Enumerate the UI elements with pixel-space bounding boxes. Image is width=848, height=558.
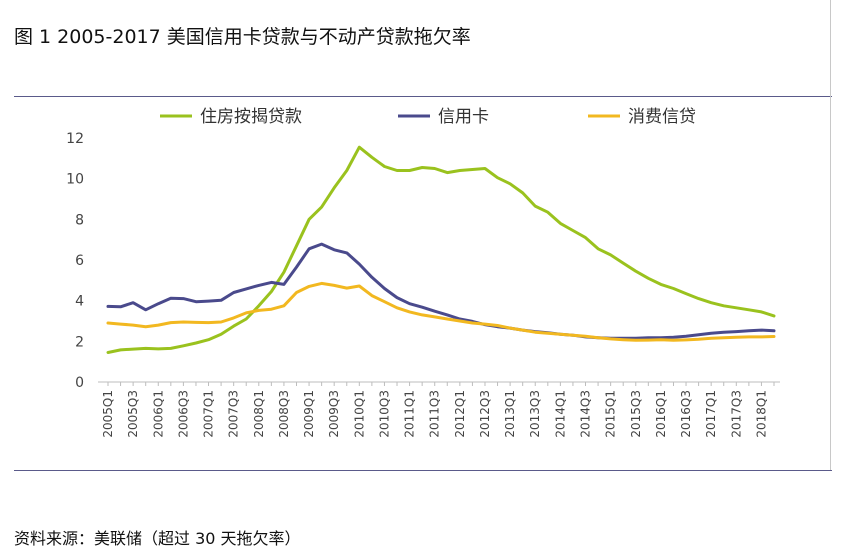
x-tick-label: 2016Q3 — [679, 390, 693, 438]
x-tick-label: 2012Q3 — [478, 390, 492, 438]
legend-label-1: 住房按揭贷款 — [200, 107, 302, 127]
figure-title: 图 1 2005-2017 美国信用卡贷款与不动产贷款拖欠率 — [14, 26, 471, 48]
y-tick-label: 10 — [66, 172, 84, 188]
y-axis: 0 2 4 6 8 10 12 — [66, 131, 84, 391]
x-tick-label: 2015Q3 — [629, 390, 643, 438]
series-line-1 — [106, 145, 776, 354]
x-tick-label: 2006Q3 — [176, 390, 190, 438]
x-tick-label: 2008Q3 — [277, 390, 291, 438]
legend: 住房按揭贷款 信用卡 消费信贷 — [160, 107, 696, 127]
y-tick-label: 12 — [66, 131, 84, 147]
x-tick-label: 2011Q1 — [403, 390, 417, 438]
bottom-rule — [14, 470, 832, 471]
source-note: 资料来源：美联储（超过 30 天拖欠率） — [14, 529, 301, 548]
x-tick-label: 2011Q3 — [428, 390, 442, 438]
x-tick-label: 2018Q1 — [754, 390, 768, 438]
x-tick-label: 2012Q1 — [453, 390, 467, 438]
x-tick-label: 2009Q3 — [327, 390, 341, 438]
y-tick-label: 0 — [75, 375, 84, 391]
y-tick-label: 4 — [75, 294, 84, 310]
legend-label-3: 消费信贷 — [628, 107, 696, 127]
x-tick-label: 2009Q1 — [302, 390, 316, 438]
x-tick-label: 2017Q1 — [704, 390, 718, 438]
x-tick-label: 2005Q3 — [126, 390, 140, 438]
series-lines — [106, 145, 776, 354]
x-tick-label: 2010Q3 — [377, 390, 391, 438]
x-tick-label: 2007Q3 — [227, 390, 241, 438]
x-tick-label: 2008Q1 — [252, 390, 266, 438]
frame-right-edge — [830, 0, 831, 470]
y-tick-label: 2 — [75, 334, 84, 350]
x-tick-label: 2014Q1 — [553, 390, 567, 438]
line-chart: 住房按揭贷款 信用卡 消费信贷 0 2 4 6 8 10 12 2005Q1 2005Q3 2006… — [66, 107, 780, 438]
series-line-3 — [106, 281, 776, 342]
y-tick-label: 8 — [75, 212, 84, 228]
x-tick-label: 2013Q3 — [528, 390, 542, 438]
y-tick-label: 6 — [75, 253, 84, 269]
x-tick-label: 2013Q1 — [503, 390, 517, 438]
x-tick-label: 2010Q1 — [352, 390, 366, 438]
x-tick-label: 2014Q3 — [579, 390, 593, 438]
series-line-2 — [106, 242, 776, 340]
x-tick-label: 2005Q1 — [101, 390, 115, 438]
legend-label-2: 信用卡 — [438, 107, 489, 127]
x-tick-label: 2016Q1 — [654, 390, 668, 438]
x-axis: 2005Q1 2005Q3 2006Q1 2006Q3 2007Q1 2007Q3 2008… — [98, 381, 780, 438]
x-tick-label: 2006Q1 — [151, 390, 165, 438]
x-tick-label: 2007Q1 — [202, 390, 216, 438]
x-tick-label: 2015Q1 — [604, 390, 618, 438]
x-tick-label: 2017Q3 — [729, 390, 743, 438]
top-rule — [14, 96, 832, 97]
